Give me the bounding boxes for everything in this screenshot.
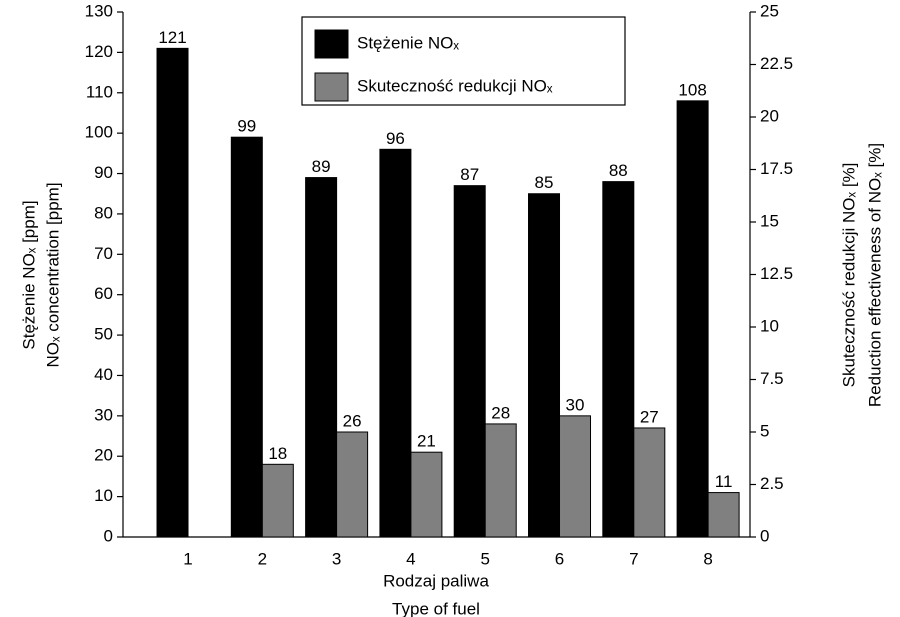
y2-tick-label: 5 (760, 421, 769, 440)
x-tick-label: 2 (258, 549, 267, 568)
y-tick-label: 100 (85, 123, 113, 142)
bar (707, 492, 740, 538)
y2-axis-label: Skuteczność redukcji NOₓ [%] (839, 163, 858, 388)
data-label: 108 (678, 80, 706, 99)
legend-label: Skuteczność redukcji NOₓ (357, 76, 553, 95)
data-label: 99 (237, 117, 256, 136)
x-tick-label: 5 (480, 549, 489, 568)
y2-tick-label: 15 (760, 211, 779, 230)
bar (559, 415, 592, 538)
bar (484, 423, 517, 538)
data-label: 26 (343, 411, 362, 430)
bar (528, 193, 561, 538)
y2-tick-label: 10 (760, 316, 779, 335)
y2-tick-label: 12.5 (760, 264, 793, 283)
x-tick-label: 6 (555, 549, 564, 568)
y-axis-label: NOₓ concentration [ppm] (43, 182, 62, 367)
bar (336, 431, 369, 538)
y-tick-label: 110 (86, 82, 113, 101)
bar (156, 47, 189, 538)
y2-tick-label: 2.5 (760, 474, 784, 493)
data-label: 30 (566, 395, 585, 414)
data-label: 88 (609, 161, 628, 180)
x-tick-label: 3 (332, 549, 341, 568)
x-tick-label: 4 (406, 549, 415, 568)
y2-tick-label: 0 (760, 526, 769, 545)
y2-tick-label: 25 (760, 1, 779, 20)
bar (379, 148, 412, 538)
bar (305, 177, 338, 538)
y-tick-label: 30 (94, 405, 113, 424)
y-tick-label: 40 (94, 365, 113, 384)
legend-box (301, 16, 626, 106)
bar (261, 463, 294, 538)
y-tick-label: 70 (94, 244, 113, 263)
y-tick-label: 60 (94, 284, 113, 303)
bar (410, 451, 443, 538)
data-label: 121 (158, 28, 186, 47)
y2-tick-label: 22.5 (760, 54, 793, 73)
bar (602, 181, 635, 538)
x-tick-label: 1 (183, 549, 192, 568)
data-label: 85 (535, 173, 554, 192)
y-axis-label: Stężenie NOₓ [ppm] (19, 200, 38, 349)
x-axis-label: Type of fuel (392, 599, 480, 617)
data-label: 21 (417, 432, 436, 451)
y-tick-label: 90 (94, 163, 113, 182)
data-label: 96 (386, 129, 405, 148)
data-label: 11 (715, 472, 733, 491)
y-tick-label: 10 (94, 486, 113, 505)
legend-swatch (314, 72, 349, 102)
data-label: 27 (640, 407, 659, 426)
bar (230, 136, 263, 538)
y-tick-label: 0 (104, 526, 113, 545)
data-label: 18 (268, 444, 287, 463)
x-tick-label: 8 (703, 549, 712, 568)
y2-tick-label: 20 (760, 106, 779, 125)
bar (633, 427, 666, 538)
y-tick-label: 130 (85, 1, 113, 20)
bar (453, 185, 486, 538)
y-tick-label: 20 (94, 446, 113, 465)
legend-swatch (314, 29, 349, 59)
bar (676, 100, 709, 538)
y-tick-label: 120 (85, 42, 113, 61)
data-label: 28 (491, 403, 510, 422)
y2-axis-label: Reduction effectiveness of NOₓ [%] (865, 143, 884, 407)
legend-label: Stężenie NOₓ (357, 33, 459, 52)
y-tick-label: 80 (94, 203, 113, 222)
x-tick-label: 7 (629, 549, 638, 568)
data-label: 89 (312, 157, 331, 176)
y2-tick-label: 17.5 (760, 159, 793, 178)
x-axis-label: Rodzaj paliwa (383, 571, 489, 590)
data-label: 87 (460, 165, 479, 184)
y-tick-label: 50 (94, 325, 113, 344)
y2-tick-label: 7.5 (760, 369, 784, 388)
